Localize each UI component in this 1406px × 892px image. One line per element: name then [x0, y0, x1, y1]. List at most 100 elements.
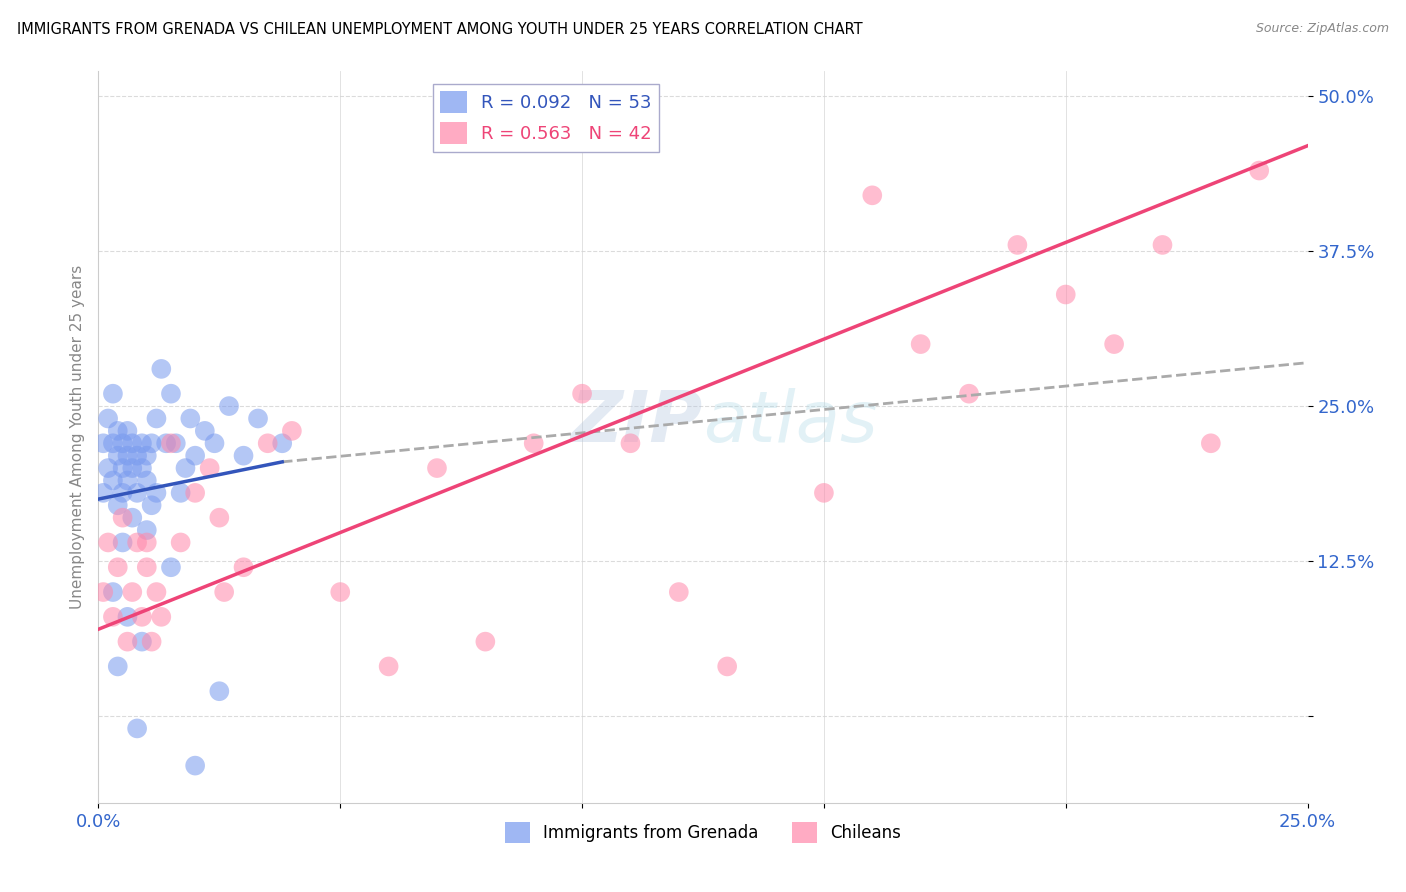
Point: [329, 585, 352, 599]
Point: [208, 510, 231, 524]
Point: [716, 659, 738, 673]
Point: [1249, 163, 1271, 178]
Point: [247, 411, 270, 425]
Point: [1199, 436, 1222, 450]
Point: [117, 474, 139, 488]
Point: [813, 486, 835, 500]
Point: [117, 449, 139, 463]
Point: [121, 510, 143, 524]
Point: [135, 474, 157, 488]
Point: [111, 461, 134, 475]
Point: [127, 535, 149, 549]
Point: [474, 634, 496, 648]
Point: [271, 436, 294, 450]
Point: [107, 498, 129, 512]
Point: [1152, 238, 1174, 252]
Point: [169, 486, 191, 500]
Point: [160, 436, 183, 450]
Point: [212, 585, 235, 599]
Point: [117, 424, 139, 438]
Point: [101, 610, 124, 624]
Point: [165, 436, 187, 450]
Point: [131, 610, 153, 624]
Point: [107, 659, 129, 673]
Point: [121, 585, 143, 599]
Point: [179, 411, 201, 425]
Point: [184, 758, 207, 772]
Point: [141, 436, 163, 450]
Point: [107, 560, 129, 574]
Point: [101, 386, 124, 401]
Point: [135, 560, 157, 574]
Point: [101, 436, 124, 450]
Point: [117, 610, 139, 624]
Point: [619, 436, 641, 450]
Point: [127, 486, 149, 500]
Point: [101, 585, 124, 599]
Point: [150, 362, 173, 376]
Point: [101, 474, 124, 488]
Point: [198, 461, 221, 475]
Point: [121, 461, 143, 475]
Point: [1054, 287, 1077, 301]
Text: atlas: atlas: [703, 388, 877, 457]
Text: IMMIGRANTS FROM GRENADA VS CHILEAN UNEMPLOYMENT AMONG YOUTH UNDER 25 YEARS CORRE: IMMIGRANTS FROM GRENADA VS CHILEAN UNEMP…: [17, 22, 862, 37]
Point: [957, 386, 980, 401]
Point: [160, 560, 183, 574]
Point: [111, 535, 134, 549]
Point: [97, 535, 120, 549]
Point: [111, 510, 134, 524]
Point: [150, 610, 173, 624]
Point: [169, 535, 191, 549]
Point: [426, 461, 449, 475]
Point: [910, 337, 932, 351]
Point: [97, 461, 120, 475]
Point: [184, 486, 207, 500]
Text: ZIP: ZIP: [571, 388, 703, 457]
Point: [141, 634, 163, 648]
Point: [571, 386, 593, 401]
Point: [281, 424, 304, 438]
Point: [145, 585, 167, 599]
Point: [1102, 337, 1125, 351]
Point: [155, 436, 177, 450]
Point: [131, 461, 153, 475]
Point: [135, 449, 157, 463]
Point: [232, 560, 254, 574]
Point: [131, 634, 153, 648]
Point: [121, 436, 143, 450]
Point: [174, 461, 197, 475]
Point: [145, 411, 167, 425]
Y-axis label: Unemployment Among Youth under 25 years: Unemployment Among Youth under 25 years: [69, 265, 84, 609]
Text: Source: ZipAtlas.com: Source: ZipAtlas.com: [1256, 22, 1389, 36]
Point: [1007, 238, 1029, 252]
Point: [218, 399, 240, 413]
Point: [204, 436, 226, 450]
Point: [111, 486, 134, 500]
Point: [860, 188, 883, 202]
Point: [232, 449, 254, 463]
Point: [131, 436, 153, 450]
Point: [91, 436, 114, 450]
Point: [107, 449, 129, 463]
Point: [117, 634, 139, 648]
Point: [256, 436, 278, 450]
Point: [91, 585, 114, 599]
Point: [377, 659, 399, 673]
Point: [208, 684, 231, 698]
Point: [668, 585, 690, 599]
Point: [145, 486, 167, 500]
Point: [160, 386, 183, 401]
Point: [194, 424, 217, 438]
Point: [523, 436, 546, 450]
Point: [135, 535, 157, 549]
Point: [107, 424, 129, 438]
Legend: Immigrants from Grenada, Chileans: Immigrants from Grenada, Chileans: [498, 815, 908, 849]
Point: [127, 449, 149, 463]
Point: [135, 523, 157, 537]
Point: [184, 449, 207, 463]
Point: [141, 498, 163, 512]
Point: [97, 411, 120, 425]
Point: [91, 486, 114, 500]
Point: [127, 722, 149, 736]
